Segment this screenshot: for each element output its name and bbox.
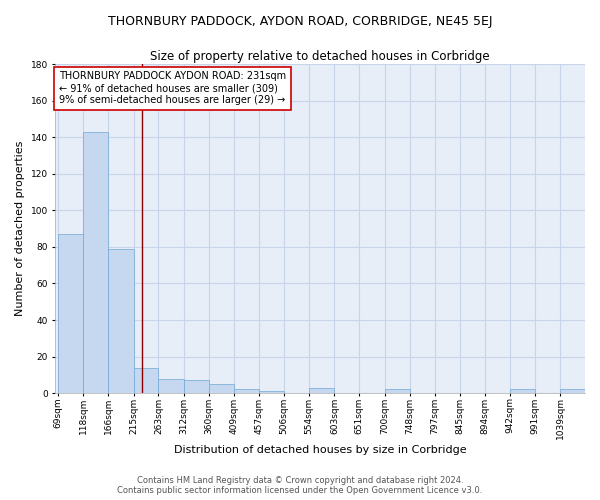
Bar [134, 368, 158, 393]
Bar [510, 390, 535, 393]
Bar [158, 378, 184, 393]
Bar [108, 249, 134, 393]
Bar [83, 132, 108, 393]
Bar [259, 392, 284, 393]
Y-axis label: Number of detached properties: Number of detached properties [15, 141, 25, 316]
Bar [184, 380, 209, 393]
Bar [560, 390, 585, 393]
Bar [58, 234, 83, 393]
Title: Size of property relative to detached houses in Corbridge: Size of property relative to detached ho… [151, 50, 490, 63]
Bar [209, 384, 234, 393]
Bar [309, 388, 334, 393]
Bar [385, 390, 410, 393]
X-axis label: Distribution of detached houses by size in Corbridge: Distribution of detached houses by size … [174, 445, 467, 455]
Text: Contains HM Land Registry data © Crown copyright and database right 2024.
Contai: Contains HM Land Registry data © Crown c… [118, 476, 482, 495]
Bar [234, 390, 259, 393]
Text: THORNBURY PADDOCK AYDON ROAD: 231sqm
← 91% of detached houses are smaller (309)
: THORNBURY PADDOCK AYDON ROAD: 231sqm ← 9… [59, 72, 286, 104]
Text: THORNBURY PADDOCK, AYDON ROAD, CORBRIDGE, NE45 5EJ: THORNBURY PADDOCK, AYDON ROAD, CORBRIDGE… [108, 15, 492, 28]
